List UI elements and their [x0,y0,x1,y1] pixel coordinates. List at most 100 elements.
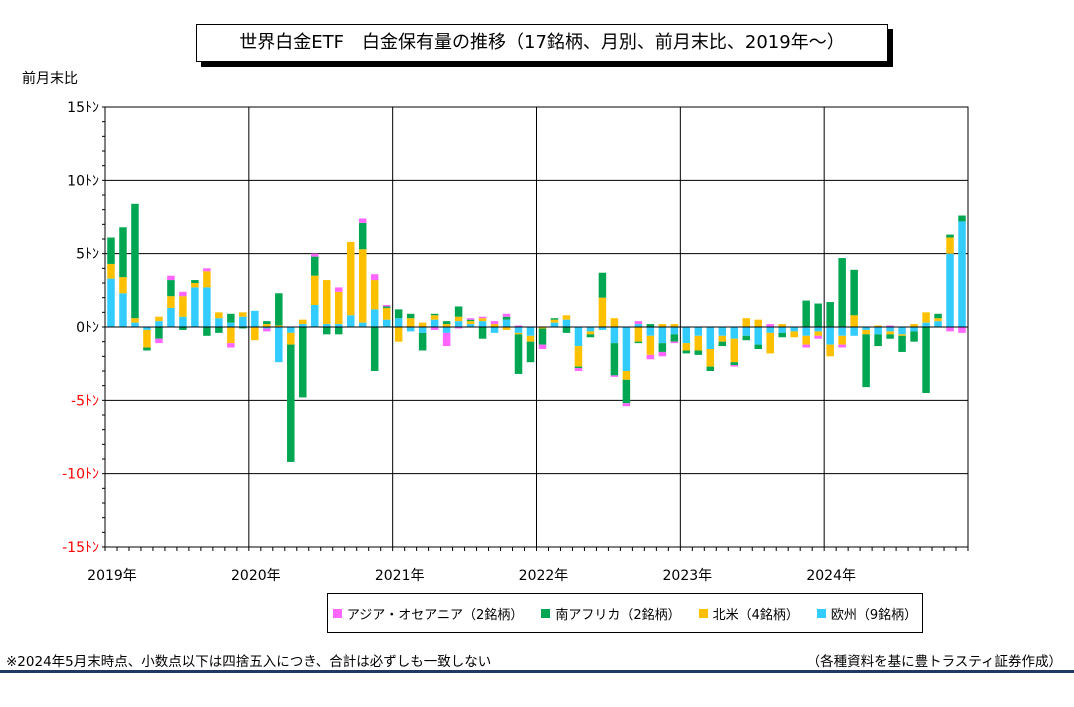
bar-europe [131,322,139,327]
bar-asia [203,268,211,272]
bar-namerica [275,325,283,327]
bar-namerica [862,329,870,335]
bar-namerica [850,315,858,327]
bar-asia [430,327,439,330]
bar-namerica [718,335,727,342]
bar-asia [646,354,655,360]
bar-namerica [167,296,175,308]
bar-safrica [682,350,691,354]
bar-asia [155,338,163,344]
bar-safrica [934,313,942,319]
bar-namerica [370,280,379,310]
bar-europe [430,319,439,327]
bar-namerica [299,319,307,325]
bar-europe [646,327,655,336]
bar-asia [670,341,679,344]
bar-europe [179,316,187,327]
bar-safrica [239,327,247,329]
xtick-year-label: 2023年 [663,568,713,584]
bar-namerica [478,318,487,322]
bar-safrica [730,362,739,366]
bar-namerica [227,327,235,344]
bar-europe [718,327,727,336]
bar-safrica [874,334,882,347]
bar-safrica [406,313,415,319]
bar-asia [514,325,523,327]
bar-safrica [179,327,187,330]
bar-safrica [287,344,295,462]
bar-safrica [646,324,655,327]
bar-safrica [562,327,571,333]
bar-europe [754,327,762,345]
bar-europe [598,327,607,330]
bar-safrica [119,227,127,278]
bar-namerica [442,324,451,327]
bar-europe [167,307,175,327]
legend-item-north-america: 北米（4銘柄） [698,604,799,623]
bar-safrica [802,300,810,327]
bar-asia [334,287,343,292]
bar-safrica [910,331,918,342]
bar-europe [287,327,295,333]
bar-asia [490,321,499,325]
bar-safrica [418,332,427,351]
bar-europe [838,327,846,336]
bar-safrica [538,328,547,345]
bar-europe [394,318,403,327]
bar-safrica [586,334,595,338]
bar-safrica [311,256,319,276]
bar-europe [119,293,127,327]
bar-namerica [418,322,427,327]
bar-namerica [922,312,930,323]
bar-asia [730,365,739,367]
bar-europe [502,319,511,327]
bar-namerica [742,318,751,327]
bar-safrica [167,280,175,297]
legend-swatch-europe [816,608,826,618]
bar-europe [562,319,571,327]
bar-namerica [239,312,247,317]
bar-asia [167,275,175,281]
bar-asia [838,344,846,348]
bar-namerica [550,319,559,323]
bar-europe [155,321,163,327]
bar-europe [742,327,751,336]
bar-namerica [430,315,439,320]
bar-namerica [179,296,187,317]
bar-safrica [155,327,163,339]
bar-europe [358,322,367,327]
bar-safrica [275,293,283,326]
bar-europe [215,318,223,327]
bar-safrica [263,321,271,325]
bar-europe [418,327,427,333]
legend-swatch-south-africa [541,608,551,618]
y-axis-label: 前月末比 [22,71,78,87]
bar-namerica [358,249,367,323]
bar-europe [766,327,774,333]
bar-namerica [406,318,415,327]
bottom-rule [0,670,1074,673]
bar-europe [490,327,499,333]
bar-safrica [454,306,463,317]
bar-asia [574,368,583,371]
bar-safrica [131,203,139,319]
ytick-label: 15ﾄﾝ [67,100,99,116]
bar-namerica [466,321,475,325]
bar-safrica [394,309,403,319]
bar-asia [958,327,966,333]
bar-safrica [886,334,894,339]
bar-namerica [682,343,691,351]
bar-namerica [143,329,151,348]
bar-europe [814,327,822,332]
bar-europe [203,287,211,327]
bar-safrica [382,306,391,308]
bar-europe [802,327,810,336]
bar-safrica [814,303,822,327]
bar-asia [658,351,667,357]
bar-europe [334,324,343,327]
bar-namerica [610,318,619,327]
bar-namerica [874,325,882,327]
bar-safrica [215,327,223,333]
bar-namerica [287,332,295,345]
bar-europe [478,321,487,327]
